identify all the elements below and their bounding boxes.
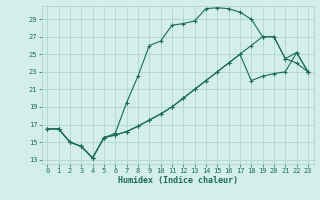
X-axis label: Humidex (Indice chaleur): Humidex (Indice chaleur) (118, 176, 237, 185)
